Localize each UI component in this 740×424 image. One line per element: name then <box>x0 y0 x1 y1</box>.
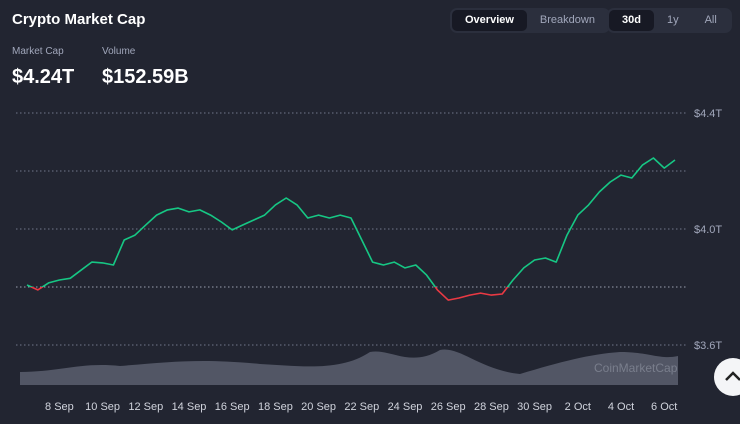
x-tick-label: 16 Sep <box>215 401 250 413</box>
y-tick-label: $4.4T <box>694 108 722 120</box>
volume-area <box>20 349 678 385</box>
y-tick-label: $4.0T <box>694 224 722 236</box>
scroll-top-button[interactable] <box>714 358 740 396</box>
range-group: 30d 1y All <box>607 8 732 33</box>
stat: Volume $152.59B <box>102 46 189 89</box>
x-tick-label: 24 Sep <box>388 401 423 413</box>
tab[interactable]: Breakdown <box>539 14 595 26</box>
stat-value: $152.59B <box>102 66 189 88</box>
x-tick-label: 12 Sep <box>128 401 163 413</box>
tab-group: Overview Breakdown <box>450 8 610 33</box>
range-button[interactable]: All <box>704 14 717 26</box>
x-tick-label: 30 Sep <box>517 401 552 413</box>
stat-value: $4.24T <box>12 66 75 88</box>
x-tick-label: 20 Sep <box>301 401 336 413</box>
tab[interactable]: Overview <box>452 10 527 31</box>
x-tick-label: 26 Sep <box>431 401 466 413</box>
x-tick-label: 10 Sep <box>85 401 120 413</box>
stat: Market Cap $4.24T <box>12 46 74 89</box>
x-tick-label: 8 Sep <box>45 401 74 413</box>
x-tick-label: 6 Oct <box>651 401 677 413</box>
range-button[interactable]: 30d <box>609 10 654 31</box>
x-tick-label: 14 Sep <box>172 401 207 413</box>
line <box>26 157 676 301</box>
title: Crypto Market Cap <box>12 11 146 28</box>
watermark: CoinMarketCap <box>594 361 678 375</box>
x-tick-label: 22 Sep <box>344 401 379 413</box>
range-button[interactable]: 1y <box>666 14 679 26</box>
stat-label: Market Cap <box>12 46 64 57</box>
y-tick-label: $3.6T <box>694 340 722 352</box>
x-tick-label: 28 Sep <box>474 401 509 413</box>
x-tick-label: 2 Oct <box>565 401 591 413</box>
stat-label: Volume <box>102 46 136 57</box>
x-tick-label: 18 Sep <box>258 401 293 413</box>
chevron-icon <box>725 371 740 381</box>
x-tick-label: 4 Oct <box>608 401 634 413</box>
